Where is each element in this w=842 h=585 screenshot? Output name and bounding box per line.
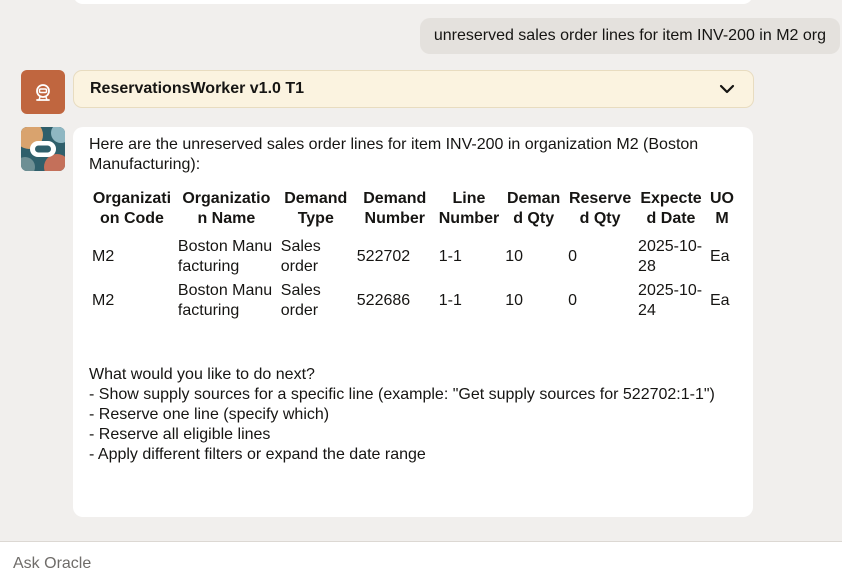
cell-demand-type: Sales order [280,238,321,275]
cell-organization-code: M2 [92,248,115,265]
cell-reserved-qty: 0 [568,292,578,309]
cell-organization-name: Boston Manufacturing [177,238,273,275]
cell-reserved-qty: 0 [568,248,578,265]
chevron-down-icon[interactable] [717,79,737,99]
followup-option: - Reserve one line (specify which) [89,406,330,423]
followup-question: What would you like to do next? [89,366,315,383]
response-intro: Here are the unreserved sales order line… [89,136,699,173]
cell-organization-code: M2 [92,292,115,309]
input-divider [0,541,842,542]
oracle-assistant-avatar [21,127,65,171]
cell-organization-name: Boston Manufacturing [177,282,273,319]
assistant-response-card: Here are the unreserved sales order line… [73,127,753,517]
ask-oracle-input[interactable] [0,542,842,585]
previous-message-card [73,0,753,4]
header-line-number: Line Number [438,190,500,227]
cell-expected-date: 2025-10-28 [638,238,703,275]
agent-header-bar[interactable]: ReservationsWorker v1.0 T1 [73,70,754,108]
followup-option: - Reserve all eligible lines [89,426,271,443]
cell-demand-qty: 10 [505,292,523,309]
cell-expected-date: 2025-10-24 [638,282,703,319]
header-demand-qty: Demand Qty [506,190,561,227]
header-organization-name: Organization Name [182,190,271,227]
table-row: M2 Boston Manufacturing Sales order 5226… [89,279,737,323]
table-header-row: Organization Code Organization Name Dema… [89,189,737,235]
followup-option: - Show supply sources for a specific lin… [89,386,715,403]
cell-demand-number: 522702 [356,248,411,265]
cell-line-number: 1-1 [438,292,462,309]
results-table: Organization Code Organization Name Dema… [89,189,737,323]
header-demand-type: Demand Type [284,190,348,227]
header-uom: UOM [709,190,734,227]
followup-section: What would you like to do next? - Show s… [89,365,737,465]
agent-avatar [21,70,65,114]
cell-demand-qty: 10 [505,248,523,265]
header-expected-date: Expected Date [640,190,702,227]
table-row: M2 Boston Manufacturing Sales order 5227… [89,235,737,279]
oracle-logo-icon [21,127,65,171]
header-reserved-qty: Reserved Qty [568,190,632,227]
user-message: unreserved sales order lines for item IN… [419,18,840,54]
cell-demand-type: Sales order [280,282,321,319]
header-demand-number: Demand Number [363,190,427,227]
followup-option: - Apply different filters or expand the … [89,446,426,463]
header-organization-code: Organization Code [92,190,172,227]
cell-uom: Ea [709,292,730,309]
cell-uom: Ea [709,248,730,265]
cell-line-number: 1-1 [438,248,462,265]
cell-demand-number: 522686 [356,292,411,309]
robot-icon [36,84,50,101]
agent-name: ReservationsWorker v1.0 T1 [90,80,305,97]
